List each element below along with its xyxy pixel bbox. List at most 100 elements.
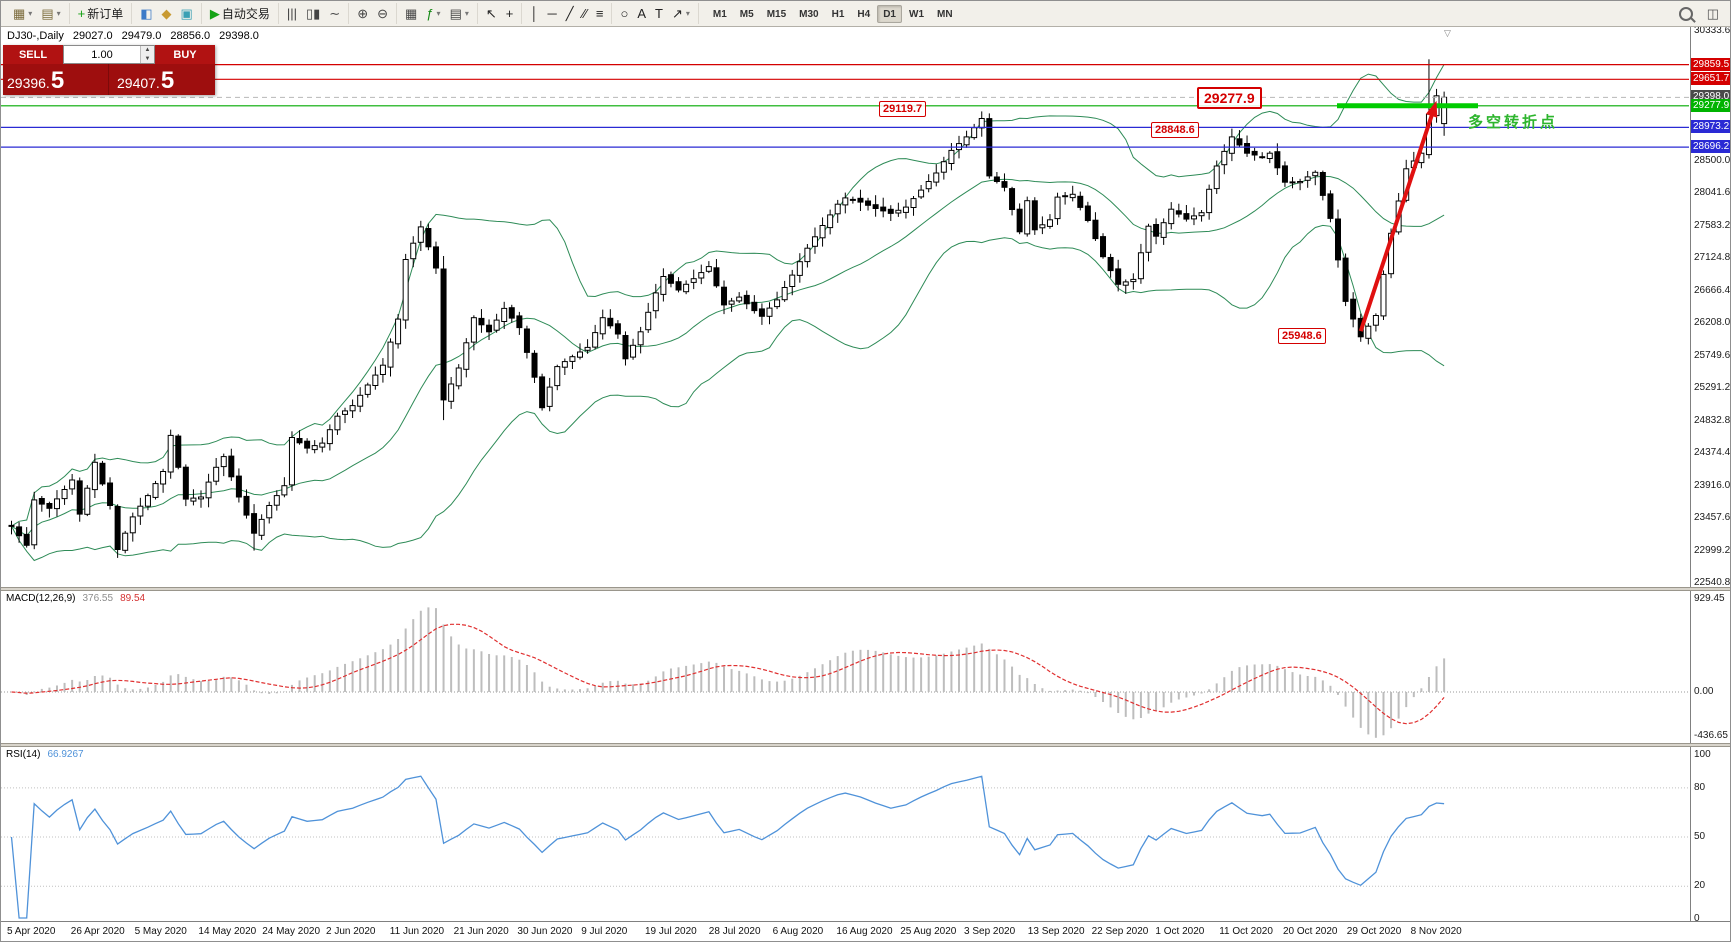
timeframe-mn[interactable]: MN bbox=[937, 8, 953, 20]
timeframe-m1[interactable]: M1 bbox=[712, 8, 727, 20]
bid-price-big-digit: 5 bbox=[50, 67, 65, 94]
new-order-button-label: 新订单 bbox=[87, 7, 124, 21]
time-scale-label: 9 Jul 2020 bbox=[581, 926, 628, 937]
timeframe-m5[interactable]: M5 bbox=[739, 8, 754, 20]
chart-open: 29027.0 bbox=[72, 30, 113, 42]
candles bbox=[8, 59, 1448, 558]
cursor-icon[interactable]: ↖ bbox=[485, 5, 497, 21]
channel-icon[interactable]: ∕∕ bbox=[582, 5, 587, 21]
toolbar-group: ↖ + bbox=[478, 3, 523, 24]
timeframe-h1[interactable]: H1 bbox=[831, 8, 845, 20]
annotation-text: 多空转折点 bbox=[1468, 114, 1559, 131]
volume-up-icon[interactable]: ▲ bbox=[141, 46, 154, 55]
fibonacci-icon[interactable]: ≡ bbox=[595, 5, 604, 21]
rsi-title: RSI(14) bbox=[6, 749, 41, 760]
timeframe-m15[interactable]: M15 bbox=[766, 8, 787, 20]
chart-shift-marker-icon[interactable]: ▽ bbox=[1444, 28, 1451, 38]
chart-low: 28856.0 bbox=[170, 30, 211, 42]
time-scale-label: 8 Nov 2020 bbox=[1410, 926, 1462, 937]
time-scale-label: 3 Sep 2020 bbox=[964, 926, 1016, 937]
chart-symbol-period: DJ30-,Daily bbox=[7, 30, 64, 42]
tile-windows-icon[interactable]: ▦ bbox=[405, 5, 418, 21]
line-chart-icon[interactable]: ∼ bbox=[329, 5, 341, 21]
macd-value-main: 376.55 bbox=[82, 593, 114, 604]
new-chart-icon[interactable]: ▦ ▾ bbox=[13, 5, 33, 21]
profiles-icon[interactable]: ▤ ▾ bbox=[41, 5, 61, 21]
price-scale-marker: 29277.9 bbox=[1691, 98, 1730, 112]
price-scale-label: 23916.0 bbox=[1694, 479, 1731, 491]
volume-spin[interactable]: ▲ ▼ bbox=[140, 46, 154, 63]
arrows-icon[interactable]: ↗ ▾ bbox=[671, 5, 690, 21]
macd-histogram bbox=[1, 607, 1689, 738]
volume-value[interactable]: 1.00 bbox=[91, 48, 113, 61]
bollinger-bands bbox=[11, 64, 1445, 562]
time-scale-label: 5 Apr 2020 bbox=[7, 926, 56, 937]
trendline-icon[interactable]: ╱ bbox=[565, 5, 574, 21]
macd-pane-title: MACD(12,26,9) 376.55 89.54 bbox=[6, 593, 145, 604]
candlestick-chart-icon[interactable]: ▯▮ bbox=[305, 5, 321, 21]
text-icon[interactable]: A bbox=[637, 5, 647, 21]
volume-down-icon[interactable]: ▼ bbox=[141, 54, 154, 63]
bid-price[interactable]: 29396. 5 bbox=[3, 64, 109, 95]
ask-price[interactable]: 29407. 5 bbox=[109, 64, 215, 95]
price-scale[interactable]: 30333.6 28500.0 28041.6 27583.2 27124.8 26666… bbox=[1690, 25, 1731, 924]
time-scale-label: 24 May 2020 bbox=[262, 926, 321, 937]
chart-close: 29398.0 bbox=[219, 30, 259, 42]
rsi-line bbox=[10, 775, 1445, 919]
templates-icon[interactable]: ▤ ▾ bbox=[449, 5, 469, 21]
price-scale-label: 28500.0 bbox=[1694, 154, 1731, 166]
pane-separator[interactable] bbox=[1, 587, 1730, 591]
bar-chart-icon[interactable]: ||| bbox=[286, 5, 297, 21]
time-scale[interactable]: 5 Apr 2020 26 Apr 2020 5 May 2020 14 May 20… bbox=[1, 921, 1730, 941]
crosshair-icon[interactable]: + bbox=[505, 5, 514, 21]
new-order-icon: + bbox=[77, 5, 86, 21]
macd-scale-label: 929.45 bbox=[1694, 592, 1725, 604]
auto-trading-button[interactable]: ▶ 自动交易 bbox=[207, 4, 273, 24]
shapes-icon[interactable]: ○ bbox=[620, 5, 629, 21]
pane-separator[interactable] bbox=[1, 743, 1730, 747]
timeframe-w1[interactable]: W1 bbox=[909, 8, 924, 20]
one-click-header: SELL 1.00 ▲ ▼ BUY bbox=[3, 45, 215, 64]
rsi-pane-title: RSI(14) 66.9267 bbox=[6, 749, 84, 760]
timeframe-m30[interactable]: M30 bbox=[799, 8, 819, 20]
time-scale-label: 28 Jul 2020 bbox=[708, 926, 761, 937]
price-callout: 28848.6 bbox=[1151, 122, 1199, 138]
data-window-icon[interactable]: ◫ bbox=[1706, 6, 1719, 21]
sell-button[interactable]: SELL bbox=[3, 45, 63, 64]
volume-stepper[interactable]: 1.00 ▲ ▼ bbox=[63, 45, 155, 64]
price-scale-label: 22999.2 bbox=[1694, 544, 1731, 556]
time-scale-label: 6 Aug 2020 bbox=[772, 926, 824, 937]
price-scale-marker: 29859.5 bbox=[1691, 57, 1730, 71]
toolbar-groups: ▦ ▾ ▤ ▾ + 新订单 ◧ ◆ ▣ ▶ 自动交易 ||| ▯▮ ∼ ⊕ ⊖ ▦ ƒ ▾ ▤ ▾ ↖ + │ ─ ╱ ∕∕ ≡ ○ A T… bbox=[5, 3, 699, 24]
buy-button[interactable]: BUY bbox=[155, 45, 215, 64]
rsi-scale-label: 50 bbox=[1694, 831, 1706, 843]
trend-arrow bbox=[1358, 100, 1438, 332]
market-watch-icon[interactable]: ◧ bbox=[140, 5, 153, 21]
label-icon[interactable]: T bbox=[655, 5, 663, 21]
ask-price-main: 29407. bbox=[117, 75, 160, 91]
indicators-icon[interactable]: ƒ ▾ bbox=[426, 5, 441, 21]
timeframe-d1[interactable]: D1 bbox=[877, 4, 902, 23]
search-icon[interactable] bbox=[1676, 4, 1696, 24]
macd-value-signal: 89.54 bbox=[120, 593, 146, 604]
zoom-out-icon[interactable]: ⊖ bbox=[377, 5, 389, 21]
price-scale-label: 26666.4 bbox=[1694, 284, 1731, 296]
chart-high: 29479.0 bbox=[121, 30, 162, 42]
toolbar-group: ▶ 自动交易 bbox=[202, 3, 279, 24]
zoom-in-icon[interactable]: ⊕ bbox=[357, 5, 369, 21]
navigator-icon[interactable]: ◆ bbox=[161, 5, 172, 21]
time-scale-label: 29 Oct 2020 bbox=[1346, 926, 1402, 937]
horizontal-line-icon[interactable]: ─ bbox=[547, 5, 557, 21]
vertical-line-icon[interactable]: │ bbox=[530, 5, 539, 21]
terminal-icon[interactable]: ▣ bbox=[180, 5, 193, 21]
timeframe-h4[interactable]: H4 bbox=[857, 8, 871, 20]
macd-signal-line bbox=[11, 623, 1445, 725]
price-scale-marker: 29651.7 bbox=[1691, 72, 1730, 86]
time-scale-label: 22 Sep 2020 bbox=[1091, 926, 1149, 937]
toolbar-right: ◫ bbox=[1676, 4, 1722, 24]
price-scale-label: 25749.6 bbox=[1694, 349, 1731, 361]
price-scale-label: 24374.4 bbox=[1694, 447, 1731, 459]
new-order-button[interactable]: + 新订单 bbox=[75, 4, 127, 24]
